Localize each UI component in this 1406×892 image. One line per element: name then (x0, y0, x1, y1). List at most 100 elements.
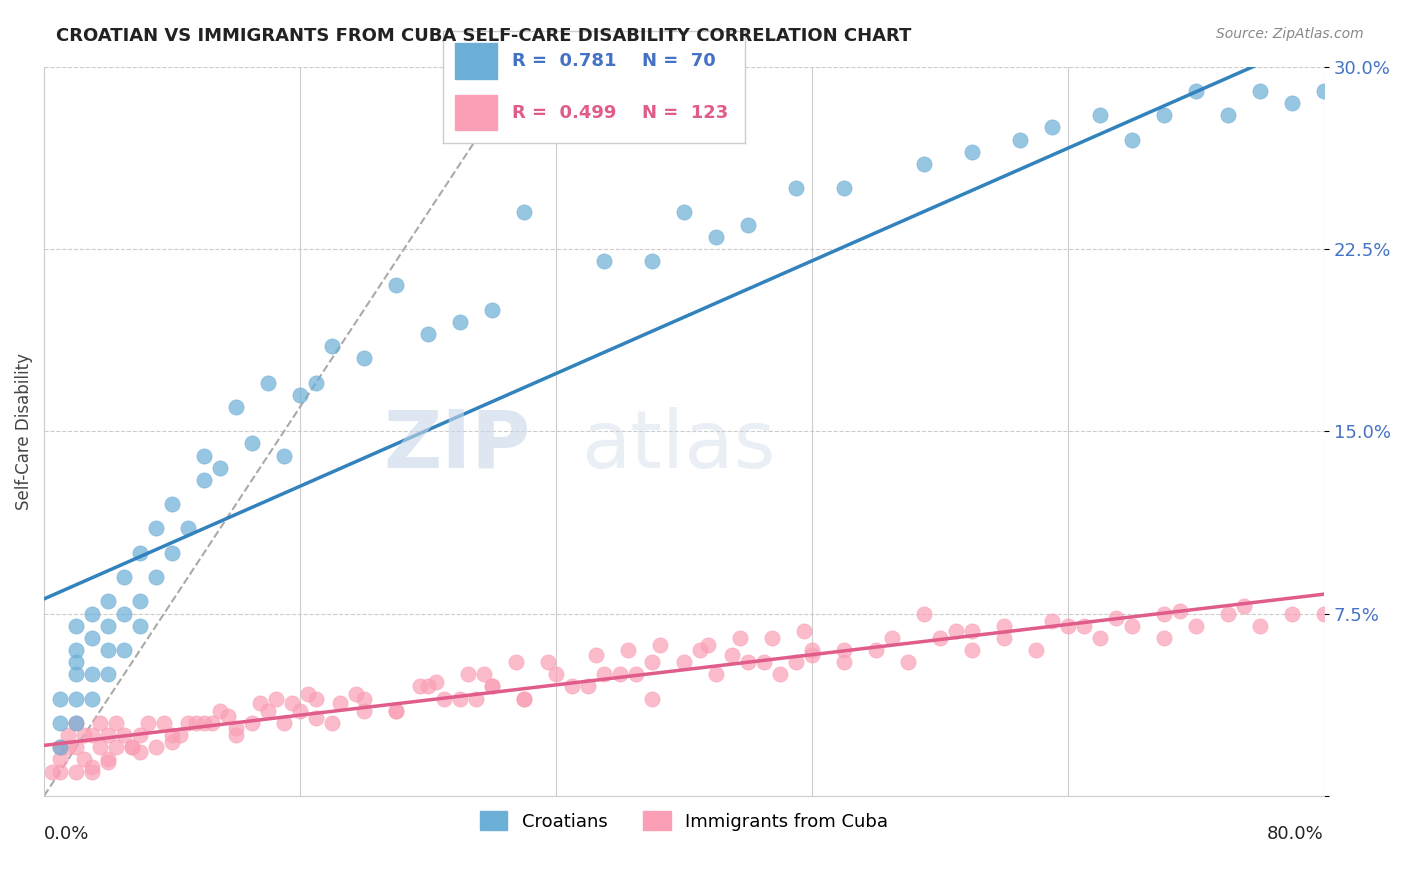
Point (385, 704, 408, 718)
Point (481, 680, 503, 694)
Point (129, 594, 152, 608)
Point (249, 697, 271, 711)
Point (737, 218, 759, 232)
Point (801, 648, 824, 662)
Point (82, 760, 104, 774)
Point (169, 728, 191, 742)
Point (129, 618, 152, 632)
Point (945, 624, 967, 638)
Point (704, 229, 727, 244)
Point (225, 721, 247, 735)
Point (297, 687, 319, 701)
Point (1281, 96, 1303, 111)
Point (641, 691, 664, 706)
Point (82, 667, 104, 681)
Text: atlas: atlas (582, 407, 776, 485)
Point (1121, 132, 1143, 146)
Point (449, 691, 471, 706)
Point (1088, 108, 1111, 122)
Point (257, 376, 280, 390)
Point (145, 521, 167, 535)
Point (49, 715, 72, 730)
Point (1376, 71, 1399, 86)
Point (1344, 108, 1367, 122)
Point (1040, 120, 1063, 135)
Point (353, 691, 375, 706)
Point (801, 643, 824, 657)
Point (82, 631, 104, 645)
Point (1153, 631, 1175, 645)
Point (129, 546, 152, 560)
Point (457, 667, 479, 681)
Point (609, 667, 631, 681)
Point (585, 648, 607, 662)
Point (929, 631, 952, 645)
Point (865, 643, 887, 657)
Point (82, 728, 104, 742)
Point (793, 624, 815, 638)
Point (561, 680, 583, 694)
Point (513, 205, 536, 219)
Point (481, 302, 503, 317)
Text: N =  70: N = 70 (643, 53, 716, 70)
Point (1008, 132, 1031, 146)
Point (121, 740, 143, 755)
Point (65, 764, 87, 779)
Point (416, 326, 439, 341)
Point (56, 728, 79, 742)
Point (1249, 84, 1271, 98)
Point (89, 715, 111, 730)
Point (353, 351, 375, 366)
Point (97, 752, 120, 766)
Point (281, 697, 304, 711)
Point (1153, 607, 1175, 621)
Point (288, 704, 311, 718)
Point (617, 643, 640, 657)
Point (761, 631, 783, 645)
Point (433, 691, 456, 706)
Point (425, 674, 447, 689)
Point (832, 643, 855, 657)
Point (993, 631, 1015, 645)
Point (217, 708, 239, 723)
Point (1249, 618, 1271, 632)
Point (449, 315, 471, 329)
Point (1281, 607, 1303, 621)
Point (672, 655, 695, 669)
Point (41, 764, 63, 779)
Point (209, 704, 232, 718)
Point (160, 546, 183, 560)
Point (56, 740, 79, 755)
Point (65, 667, 87, 681)
Point (1105, 611, 1128, 625)
Point (97, 643, 120, 657)
Point (832, 655, 855, 669)
Point (49, 691, 72, 706)
Text: 0.0%: 0.0% (44, 825, 90, 843)
Point (960, 643, 983, 657)
Point (305, 691, 328, 706)
Point (305, 376, 328, 390)
Point (97, 755, 120, 769)
Point (193, 473, 215, 487)
Point (416, 680, 439, 694)
Point (321, 339, 343, 353)
Point (785, 181, 807, 195)
Point (160, 497, 183, 511)
Point (112, 643, 135, 657)
Point (288, 388, 311, 402)
Point (177, 715, 200, 730)
Point (97, 667, 120, 681)
Point (112, 728, 135, 742)
Point (472, 667, 495, 681)
Point (880, 631, 903, 645)
Point (752, 655, 775, 669)
Point (704, 667, 727, 681)
Point (112, 607, 135, 621)
Text: N =  123: N = 123 (643, 103, 728, 121)
Point (385, 704, 408, 718)
Point (184, 715, 207, 730)
Point (1313, 84, 1336, 98)
Point (240, 436, 263, 450)
FancyBboxPatch shape (456, 44, 498, 79)
